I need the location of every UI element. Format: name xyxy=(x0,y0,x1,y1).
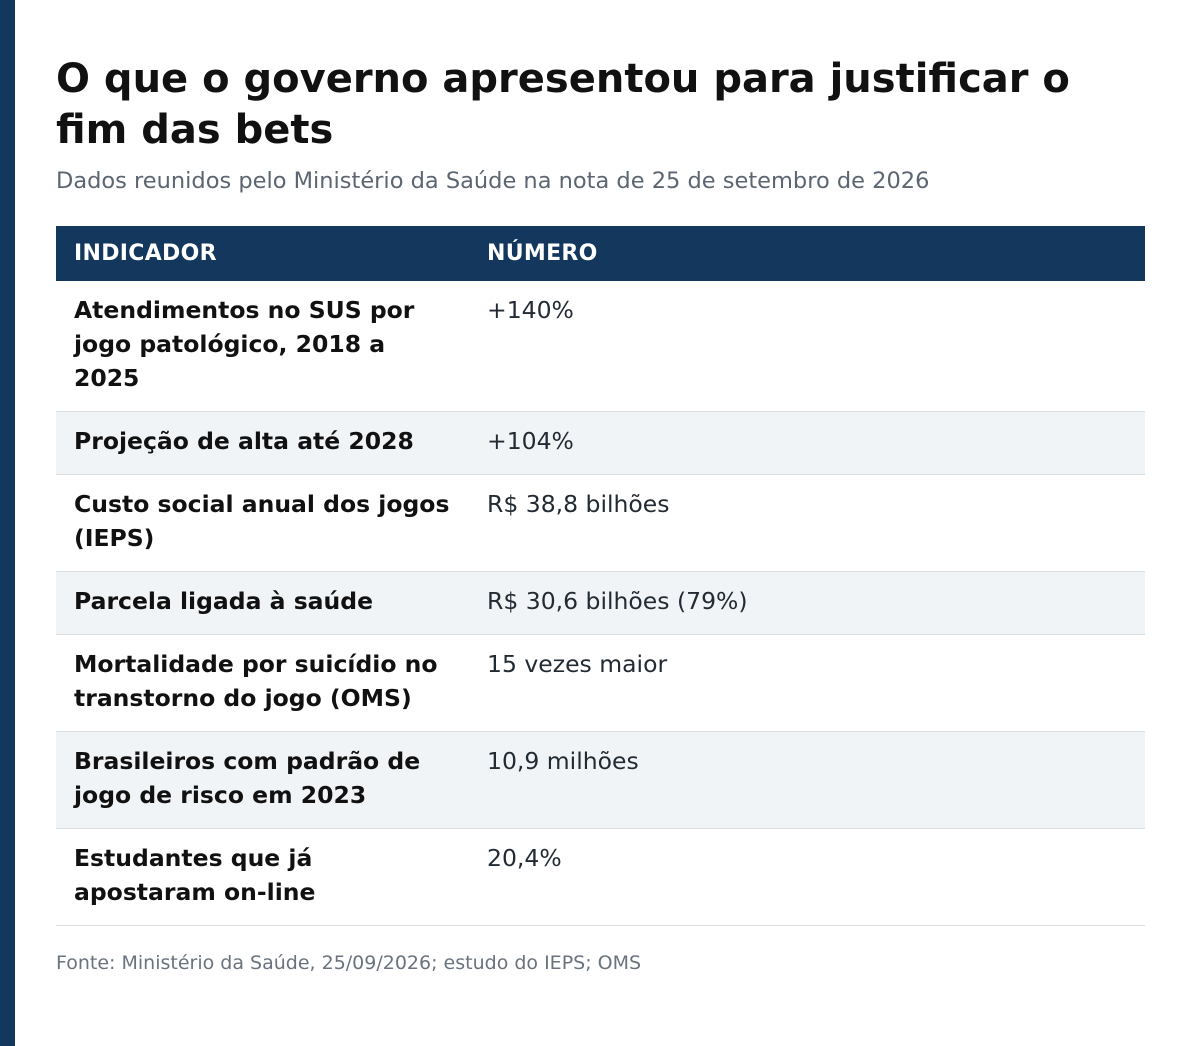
table-row: Parcela ligada à saúde R$ 30,6 bilhões (… xyxy=(56,571,1145,635)
value-cell: R$ 30,6 bilhões (79%) xyxy=(469,571,1145,635)
indicator-cell: Mortalidade por suicídio no transtorno d… xyxy=(56,634,469,732)
indicator-cell: Custo social anual dos jogos (IEPS) xyxy=(56,474,469,572)
value-cell: R$ 38,8 bilhões xyxy=(469,474,1145,572)
indicator-cell: Brasileiros com padrão de jogo de risco … xyxy=(56,731,469,829)
table-row: Mortalidade por suicídio no transtorno d… xyxy=(56,634,1145,732)
indicator-cell: Estudantes que já apostaram on-line xyxy=(56,828,469,926)
value-cell: +104% xyxy=(469,411,1145,475)
indicator-cell: Projeção de alta até 2028 xyxy=(56,411,469,475)
indicator-cell: Atendimentos no SUS por jogo patológico,… xyxy=(56,281,469,412)
header-indicator: INDICADOR xyxy=(56,226,469,281)
accent-bar xyxy=(0,0,15,1046)
table-row: Atendimentos no SUS por jogo patológico,… xyxy=(56,281,1145,412)
value-cell: 15 vezes maior xyxy=(469,634,1145,732)
source-note: Fonte: Ministério da Saúde, 25/09/2026; … xyxy=(56,952,642,974)
table-header-row: INDICADOR NÚMERO xyxy=(56,226,1145,281)
value-cell: +140% xyxy=(469,281,1145,412)
table-row: Custo social anual dos jogos (IEPS) R$ 3… xyxy=(56,474,1145,572)
table-row: Projeção de alta até 2028 +104% xyxy=(56,411,1145,475)
page-title: O que o governo apresentou para justific… xyxy=(56,56,1070,153)
table-row: Brasileiros com padrão de jogo de risco … xyxy=(56,731,1145,829)
value-cell: 20,4% xyxy=(469,828,1145,926)
page-subtitle: Dados reunidos pelo Ministério da Saúde … xyxy=(56,168,930,194)
data-table: INDICADOR NÚMERO Atendimentos no SUS por… xyxy=(56,226,1145,926)
table-row: Estudantes que já apostaram on-line 20,4… xyxy=(56,828,1145,926)
header-number: NÚMERO xyxy=(469,226,1145,281)
value-cell: 10,9 milhões xyxy=(469,731,1145,829)
indicator-cell: Parcela ligada à saúde xyxy=(56,571,469,635)
article-content: O que o governo apresentou para justific… xyxy=(56,0,1145,995)
